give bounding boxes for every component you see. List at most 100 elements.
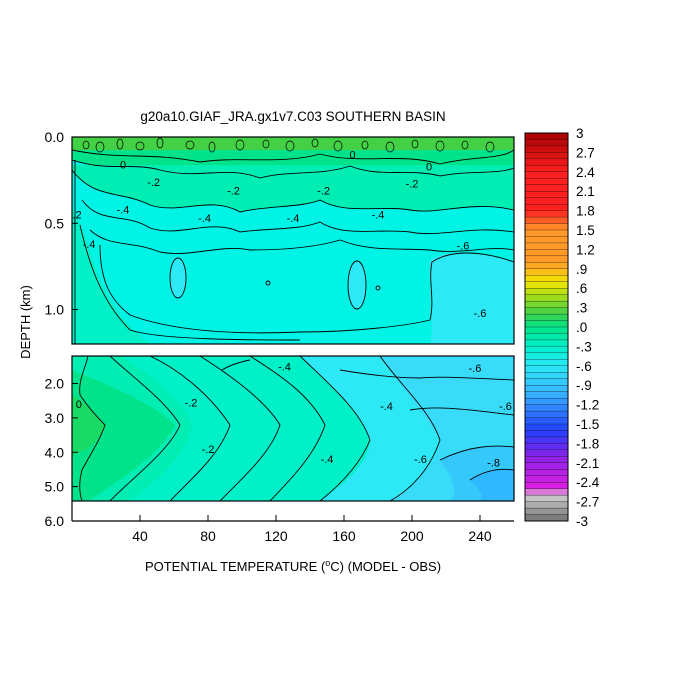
colorbar-label: 3 xyxy=(576,126,584,141)
y-tick-label: 0.0 xyxy=(45,129,65,145)
colorbar-swatch xyxy=(524,139,569,147)
x-axis-label-main: POTENTIAL TEMPERATURE ( xyxy=(145,559,326,574)
x-tick-label: 120 xyxy=(264,528,288,544)
contour-label: -.4 xyxy=(287,213,300,225)
colorbar-swatch xyxy=(524,372,569,380)
x-tick-label: 40 xyxy=(132,528,148,544)
upper-contour-lines xyxy=(72,149,514,344)
contour-label: -.4 xyxy=(372,210,385,222)
colorbar-swatch xyxy=(524,132,569,140)
contour-label: 0 xyxy=(349,149,355,161)
lower-panel: 0 -.2 -.2 -.4 -.4 -.4 -.6 -.6 -.6 -.8 2.0 3.0 4.0 5.… xyxy=(45,355,515,544)
colorbar-swatch xyxy=(524,359,569,367)
colorbar-swatch xyxy=(524,210,569,218)
colorbar-swatch xyxy=(524,488,569,496)
colorbar-label: -2.4 xyxy=(576,475,600,490)
contour-label: -.6 xyxy=(474,308,487,320)
colorbar-swatch xyxy=(524,275,569,283)
colorbar-swatch xyxy=(524,262,569,270)
colorbar-swatch xyxy=(524,307,569,315)
colorbar-swatch xyxy=(524,158,569,166)
colorbar-label: -1.5 xyxy=(576,417,599,432)
x-tick-label: 240 xyxy=(468,528,492,544)
colorbar-swatch xyxy=(524,501,569,509)
colorbar-swatch xyxy=(524,229,569,237)
x-axis: 40 80 120 160 200 240 xyxy=(132,515,492,544)
colorbar-swatch xyxy=(524,417,569,425)
colorbar-swatch xyxy=(524,469,569,477)
colorbar-swatch xyxy=(524,191,569,199)
contour-label: -.6 xyxy=(468,363,481,375)
colorbar-swatch xyxy=(524,203,569,212)
contour-label: -.4 xyxy=(117,204,130,216)
x-tick-label: 160 xyxy=(332,528,356,544)
colorbar-label: -.3 xyxy=(576,339,592,354)
colorbar-swatch xyxy=(524,288,569,296)
colorbar-swatch xyxy=(524,178,569,186)
colorbar-swatch xyxy=(524,320,569,328)
y-tick-label: 6.0 xyxy=(45,513,65,529)
colorbar-swatch xyxy=(524,313,569,321)
contour-label: -.6 xyxy=(457,241,470,253)
y-axis-label: DEPTH (km) xyxy=(18,285,33,359)
colorbar-label: 2.4 xyxy=(576,165,595,180)
colorbar-swatch xyxy=(524,462,569,470)
colorbar-swatch xyxy=(524,236,569,244)
colorbar-swatch xyxy=(524,397,569,406)
y-tick-label: 3.0 xyxy=(45,410,65,426)
colorbar-swatch xyxy=(524,385,569,393)
colorbar-label: -1.2 xyxy=(576,398,599,413)
y-tick-label: 4.0 xyxy=(45,444,65,460)
contour-label: -.2 xyxy=(147,177,160,189)
lower-y-axis: 2.0 3.0 4.0 5.0 6.0 xyxy=(45,376,78,529)
colorbar-label: -.9 xyxy=(576,378,592,393)
colorbar-label: 2.1 xyxy=(576,184,595,199)
upper-y-axis: 0.0 0.5 1.0 xyxy=(45,129,78,318)
colorbar-swatch xyxy=(524,216,569,224)
colorbar-swatch xyxy=(524,281,569,289)
colorbar-swatch xyxy=(524,391,569,399)
colorbar-swatch xyxy=(524,404,569,412)
contour-label: -.4 xyxy=(278,361,291,373)
contour-label: .2 xyxy=(73,210,82,222)
y-tick-label: 0.5 xyxy=(45,215,65,231)
lower-panel-frame xyxy=(71,355,515,502)
x-tick-label: 200 xyxy=(400,528,424,544)
contour-label: 0 xyxy=(76,399,82,411)
lower-contour-labels: 0 -.2 -.2 -.4 -.4 -.4 -.6 -.6 -.6 -.8 xyxy=(76,361,512,469)
colorbar-swatch xyxy=(524,423,569,431)
colorbar-swatch xyxy=(524,326,569,334)
colorbar-swatch xyxy=(524,365,569,373)
colorbar-label: -3 xyxy=(576,514,588,529)
contour-label: -.4 xyxy=(321,454,334,466)
colorbar-swatch xyxy=(524,165,569,173)
contour-label: 0 xyxy=(426,161,432,173)
colorbar-swatch xyxy=(524,268,569,276)
colorbar-swatch xyxy=(524,223,569,231)
colorbar-swatch xyxy=(524,346,569,354)
colorbar-swatch xyxy=(524,436,569,444)
upper-panel-frame xyxy=(71,136,515,345)
surface-eddies xyxy=(82,137,495,153)
contour-label: -.4 xyxy=(198,213,211,225)
colorbar-label: -.6 xyxy=(576,359,592,374)
colorbar-swatch xyxy=(524,249,569,257)
y-tick-label: 2.0 xyxy=(45,376,65,392)
x-axis-label-degree: o xyxy=(325,558,330,568)
colorbar-label: -2.1 xyxy=(576,456,599,471)
contour-label: -.6 xyxy=(499,401,512,413)
y-tick-label: 1.0 xyxy=(45,302,65,318)
colorbar-label: -2.7 xyxy=(576,495,599,510)
colorbar-label: 1.2 xyxy=(576,242,595,257)
colorbar-swatch xyxy=(524,339,569,347)
contour-label: -.2 xyxy=(185,397,198,409)
colorbar-swatch xyxy=(524,410,569,418)
colorbar-label: 2.7 xyxy=(576,145,595,160)
colorbar-label: 1.5 xyxy=(576,223,595,238)
colorbar-label: .0 xyxy=(576,320,587,335)
colorbar-swatch xyxy=(524,443,569,451)
colorbar-swatch xyxy=(524,449,569,457)
chart-title: g20a10.GIAF_JRA.gx1v7.C03 SOUTHERN BASIN xyxy=(140,109,445,124)
upper-panel-fill xyxy=(72,137,514,344)
